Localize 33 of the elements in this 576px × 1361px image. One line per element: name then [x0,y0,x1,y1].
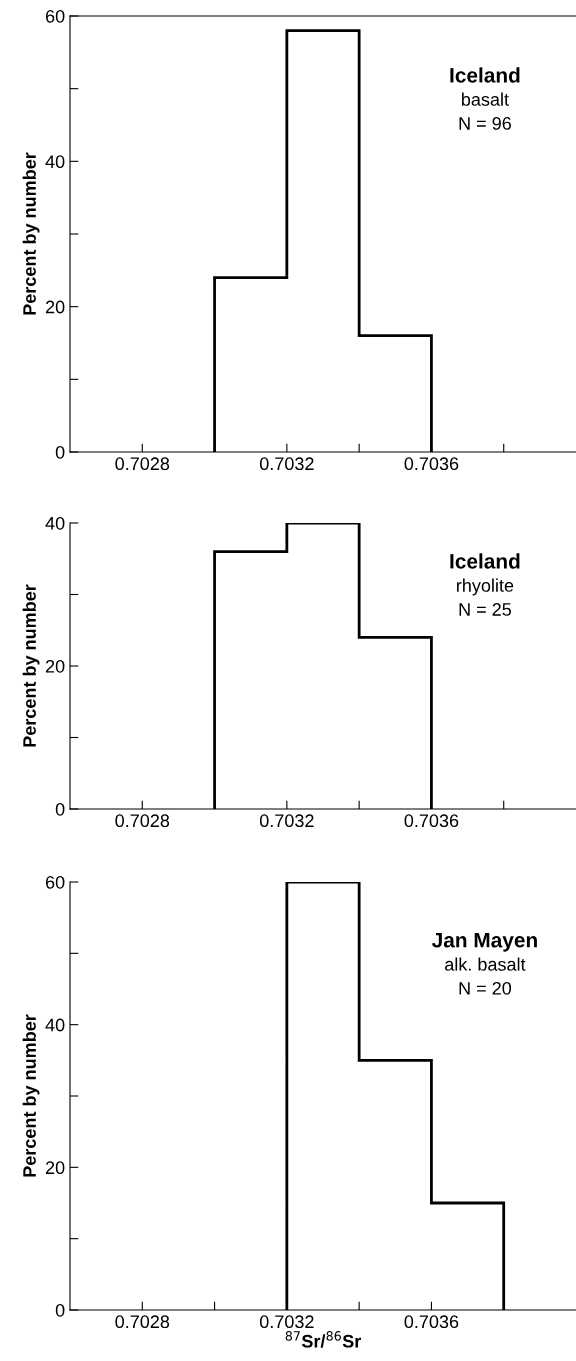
annotation: Iceland [450,67,520,83]
y-axis-title: Percent by number [22,152,40,315]
x-tick-label: 0.7036 [404,1315,459,1329]
annotation: N = 20 [459,981,512,995]
annotation: rhyolite [457,578,514,596]
x-tick-label: 0.7036 [404,457,459,471]
annotation: N = 96 [459,117,511,130]
y-tick-label: 40 [45,1018,65,1032]
y-tick-label: 0 [55,445,65,459]
x-tick-label: 0.7032 [259,457,314,471]
annotation: basalt [462,92,509,106]
y-tick-label: 20 [45,300,65,314]
y-tick-label: 0 [55,802,65,816]
y-tick-label: 20 [45,659,65,673]
y-tick-label: 0 [55,1303,65,1317]
y-axis-title: Percent by number [22,1014,40,1177]
y-tick-label: 40 [45,516,65,530]
x-tick-label: 0.7028 [115,457,170,471]
annotation: N = 25 [459,603,512,616]
annotation: alk. basalt [445,957,526,971]
x-tick-label: 0.7036 [404,814,459,828]
y-tick-label: 60 [45,9,65,23]
annotation: Jan Mayen [431,932,537,952]
y-tick-label: 20 [45,1161,65,1175]
x-tick-label: 0.7032 [259,1315,314,1329]
x-axis-title: $^{87}$Sr/$^{86}$Sr [285,1331,362,1348]
x-tick-label: 0.7028 [115,1315,170,1329]
y-tick-label: 60 [45,875,65,889]
y-tick-label: 40 [45,155,65,169]
x-tick-label: 0.7028 [115,814,170,828]
annotation: Iceland [450,553,520,569]
y-axis-title: Percent by number [22,584,40,747]
x-tick-label: 0.7032 [259,814,314,828]
